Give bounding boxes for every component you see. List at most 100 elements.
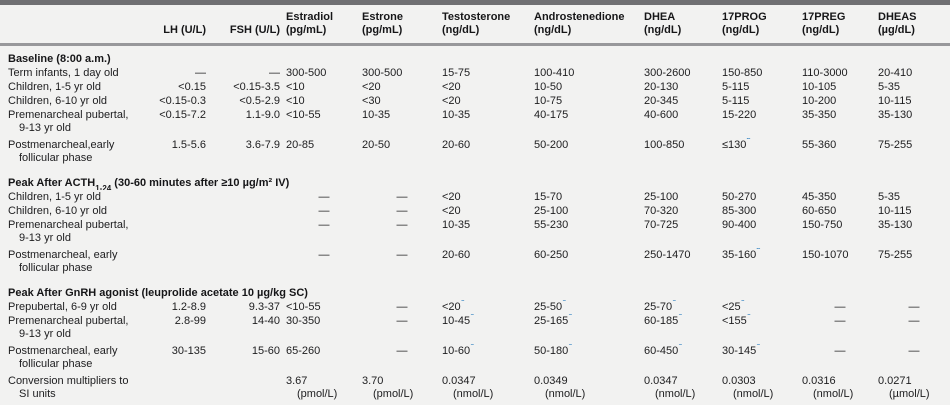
value-cell: — (318, 191, 330, 203)
value-cell: 0.0303 (nmol/L) (722, 375, 774, 400)
value-cell: 3.67 (pmol/L) (286, 375, 338, 400)
section-heading: Baseline (8:00 a.m.) (8, 53, 111, 65)
value-cell: 10-45c (442, 314, 474, 327)
row-label: Conversion multipliers to SI units (8, 375, 129, 400)
value-cell: <20 (442, 205, 461, 217)
column-header-lh: LH (U/L) (150, 5, 212, 46)
value-cell: 5-115 (722, 95, 750, 107)
table-row: Children, 1-5 yr old <0.15 <0.15-3.5 <10 <20… (0, 80, 950, 94)
value-cell: — (908, 345, 920, 357)
value-cell: 55-230 (534, 219, 569, 231)
table-row: Premenarcheal pubertal, 9-13 yr old <0.15-… (0, 108, 950, 138)
value-cell: 150-750 (802, 219, 843, 231)
value-cell (150, 204, 212, 218)
corner-cell (0, 5, 150, 46)
value-cell: — (396, 219, 408, 231)
row-label: Prepubertal, 6-9 yr old (8, 301, 117, 313)
value-cell: 25-50c (534, 300, 566, 313)
value-cell: 50-200 (534, 139, 569, 151)
row-label: Premenarcheal pubertal, 9-13 yr old (8, 219, 129, 244)
value-cell: 300-500 (362, 67, 403, 79)
value-cell: 1.5-5.6 (171, 139, 206, 151)
value-cell (150, 374, 212, 404)
value-cell: 0.0316 (nmol/L) (802, 375, 854, 400)
column-header-17preg: 17PREG (ng/dL) (802, 5, 878, 46)
value-cell: — (908, 315, 920, 327)
value-cell: <155c (722, 314, 751, 327)
hormone-reference-table: LH (U/L) FSH (U/L) Estradiol (pg/mL) Estrone… (0, 5, 950, 404)
value-cell: 20-60 (442, 249, 471, 261)
value-cell: 35-350 (802, 109, 837, 121)
value-cell: — (396, 191, 408, 203)
value-cell: 65-260 (286, 345, 321, 357)
value-cell (150, 248, 212, 278)
column-header-androstenedione: Androstenedione (ng/dL) (534, 5, 644, 46)
value-cell: 20-60 (442, 139, 471, 151)
value-cell: <20 (442, 81, 461, 93)
value-cell (212, 190, 286, 204)
value-cell: 10-115 (878, 205, 912, 217)
value-cell: 50-270 (722, 191, 757, 203)
value-cell: 25-165c (534, 314, 572, 327)
value-cell: <20 (442, 95, 461, 107)
value-cell: 85-300 (722, 205, 757, 217)
column-header-estradiol: Estradiol (pg/mL) (286, 5, 362, 46)
value-cell: <20c (442, 300, 465, 313)
table-row: Premenarcheal pubertal, 9-13 yr old 2.8-99… (0, 314, 950, 344)
value-cell: 20-50 (362, 139, 391, 151)
value-cell: 40-600 (644, 109, 679, 121)
value-cell: 35-130 (878, 109, 913, 121)
value-cell: 75-255 (878, 139, 913, 151)
table-row: Postmenarcheal, early follicular phase 30-… (0, 344, 950, 374)
value-cell: 70-725 (644, 219, 679, 231)
value-cell: 35-130 (878, 219, 913, 231)
value-cell: 45-350 (802, 191, 837, 203)
value-cell: <30 (362, 95, 381, 107)
value-cell: 10-50 (534, 81, 563, 93)
value-cell: — (908, 301, 920, 313)
value-cell: 300-2600 (644, 67, 691, 79)
value-cell: 150-1070 (802, 249, 849, 261)
row-label: Postmenarcheal,early follicular phase (8, 139, 115, 164)
column-header-estrone: Estrone (pg/mL) (362, 5, 442, 46)
value-cell: <10 (286, 95, 305, 107)
value-cell: 10-35 (362, 109, 391, 121)
column-header-17prog: 17PROG (ng/dL) (722, 5, 802, 46)
value-cell: 20-85 (286, 139, 315, 151)
value-cell: 25-70c (644, 300, 676, 313)
value-cell (212, 248, 286, 278)
table-row: Postmenarcheal, early follicular phase — — 2… (0, 248, 950, 278)
table-row: Children, 1-5 yr old — — <20 15-70 25-100 50-2… (0, 190, 950, 204)
value-cell: <0.15-3.5 (233, 81, 280, 93)
table-row: Prepubertal, 6-9 yr old 1.2-8.9 9.3-37 <10-… (0, 300, 950, 314)
column-header-dheas: DHEAS (µg/dL) (878, 5, 950, 46)
value-cell: — (396, 205, 408, 217)
value-cell: 10-60c (442, 344, 474, 357)
value-cell (150, 218, 212, 248)
table-row: Postmenarcheal,early follicular phase 1.5-… (0, 138, 950, 168)
value-cell: 40-175 (534, 109, 569, 121)
value-cell: 3.6-7.9 (245, 139, 280, 151)
value-cell: — (834, 345, 846, 357)
row-label: Children, 6-10 yr old (8, 205, 108, 217)
value-cell: 3.70 (pmol/L) (362, 375, 414, 400)
value-cell: 60-450c (644, 344, 682, 357)
row-label: Premenarcheal pubertal, 9-13 yr old (8, 109, 129, 134)
value-cell: 10-35 (442, 219, 471, 231)
value-cell: 14-40 (251, 315, 280, 327)
value-cell: <0.15-0.3 (159, 95, 206, 107)
table-row: Term infants, 1 day old — — 300-500 300-500 1… (0, 66, 950, 80)
table-header-row: LH (U/L) FSH (U/L) Estradiol (pg/mL) Estrone… (0, 5, 950, 46)
value-cell: 1.2-8.9 (171, 301, 206, 313)
value-cell: 2.8-99 (174, 315, 206, 327)
value-cell: — (269, 67, 280, 79)
value-cell: 60-250 (534, 249, 569, 261)
top-border-bar (0, 0, 950, 5)
value-cell: 0.0349 (nmol/L) (534, 375, 586, 400)
value-cell: 15-70 (534, 191, 563, 203)
value-cell: 10-105 (802, 81, 837, 93)
value-cell: 20-345 (644, 95, 679, 107)
value-cell: <10-55 (286, 109, 321, 121)
value-cell: 10-115 (878, 95, 912, 107)
value-cell: — (396, 345, 408, 357)
